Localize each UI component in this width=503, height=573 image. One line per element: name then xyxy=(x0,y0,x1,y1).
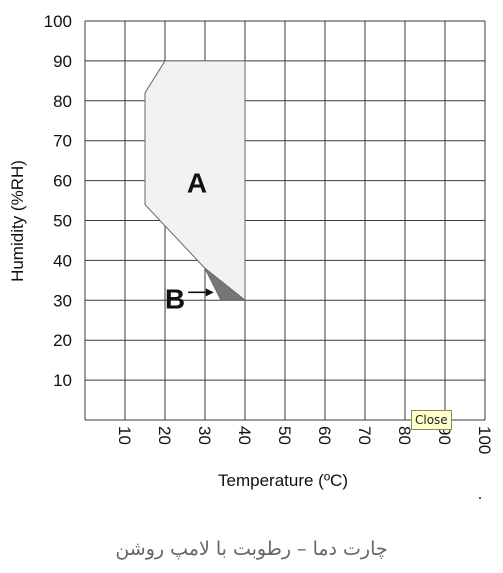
y-tick-label: 100 xyxy=(44,12,72,31)
x-tick-label: 50 xyxy=(275,426,294,445)
grid xyxy=(84,20,486,421)
x-axis-title: Temperature (ºC) xyxy=(218,471,348,490)
x-tick-label: 90 xyxy=(435,426,454,445)
x-tick-label: 60 xyxy=(315,426,334,445)
x-tick-label: 40 xyxy=(235,426,254,445)
region-b xyxy=(204,267,247,301)
caption: چارت دما – رطوبت با لامپ روشن xyxy=(115,538,388,560)
y-axis-ticks: 10 20 30 40 50 60 70 80 90 100 xyxy=(44,12,72,390)
x-tick-label: 20 xyxy=(155,426,174,445)
y-tick-label: 20 xyxy=(53,331,72,350)
close-button[interactable]: Close xyxy=(411,410,452,430)
x-tick-label: 30 xyxy=(195,426,214,445)
x-tick-label: 70 xyxy=(355,426,374,445)
x-axis-ticks: 10 20 30 40 50 60 70 80 90 100 xyxy=(115,426,494,454)
region-labels: AB xyxy=(165,168,214,314)
regions xyxy=(144,60,247,302)
y-axis-title: Humidity (%RH) xyxy=(8,160,27,282)
y-tick-label: 60 xyxy=(53,172,72,191)
y-tick-label: 90 xyxy=(53,52,72,71)
x-tick-label: 80 xyxy=(395,426,414,445)
x-tick-label: 10 xyxy=(115,426,134,445)
region-b-arrowhead xyxy=(205,288,214,297)
y-tick-label: 50 xyxy=(53,212,72,231)
region-a-label: A xyxy=(187,168,207,199)
y-tick-label: 40 xyxy=(53,251,72,270)
region-b-label: B xyxy=(165,283,185,314)
y-tick-label: 70 xyxy=(53,132,72,151)
y-tick-label: 80 xyxy=(53,92,72,111)
y-tick-label: 10 xyxy=(53,371,72,390)
x-tick-label: 100 xyxy=(475,426,494,454)
y-tick-label: 30 xyxy=(53,291,72,310)
dot-mark xyxy=(479,497,481,499)
